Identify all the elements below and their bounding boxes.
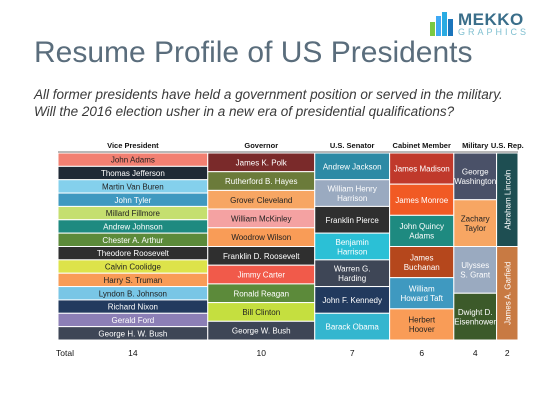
- mekko-segment: [389, 183, 455, 216]
- column-total: 14: [128, 348, 138, 358]
- segment-label: James Madison: [394, 165, 450, 174]
- segment-label: John Quincy Adams: [399, 222, 443, 241]
- segment-label: William Howard Taft: [400, 285, 443, 304]
- segment-label: Grover Cleveland: [230, 196, 292, 205]
- page-subtitle: All former presidents have held a govern…: [34, 86, 544, 120]
- segment-label: Rutherford B. Hayes: [225, 177, 297, 186]
- segment-label: Dwight D. Eisenhower: [454, 308, 496, 327]
- segment-label: James K. Polk: [236, 158, 288, 167]
- mekko-segment: [453, 246, 498, 294]
- segment-label: John Tyler: [115, 196, 152, 205]
- segment-label: Theodore Roosevelt: [97, 249, 170, 258]
- column-header: U.S. Rep.: [491, 141, 524, 150]
- mekko-graphics-logo: MEKKO GRAPHICS: [430, 10, 550, 40]
- segment-label: John F. Kennedy: [322, 296, 382, 305]
- segment-label: Barack Obama: [326, 323, 380, 332]
- segment-label: Ronald Reagan: [233, 289, 289, 298]
- segment-label: Richard Nixon: [108, 303, 158, 312]
- segment-label: James Buchanan: [404, 253, 440, 272]
- mekko-segment: [314, 152, 391, 181]
- segment-label: Woodrow Wilson: [231, 233, 291, 242]
- column-total: 10: [257, 348, 267, 358]
- mekko-segment: [314, 205, 391, 234]
- column-total: 6: [419, 348, 424, 358]
- segment-label: Bill Clinton: [242, 308, 280, 317]
- segment-label: Millard Fillmore: [106, 209, 161, 218]
- mekko-segment: [389, 214, 455, 247]
- segment-label: William McKinley: [231, 214, 291, 223]
- mekko-segment: [389, 277, 455, 310]
- segment-label: Andrew Johnson: [103, 222, 163, 231]
- column-header: U.S. Senator: [330, 141, 375, 150]
- mekko-segment: [389, 246, 455, 279]
- column-header: Governor: [244, 141, 278, 150]
- segment-label: James A. Garfield: [503, 262, 512, 325]
- mekko-segment: [389, 308, 455, 341]
- segment-label: Benjamin Harrison: [336, 238, 369, 257]
- segment-label: Ulysses S. Grant: [460, 261, 491, 280]
- segment-label: Zachary Taylor: [461, 214, 490, 233]
- mekko-segment: [496, 246, 519, 341]
- subtitle-line-1: All former presidents have held a govern…: [34, 87, 503, 102]
- segment-label: George H. W. Bush: [98, 329, 167, 338]
- segment-label: Calvin Coolidge: [105, 263, 162, 272]
- column-header: Cabinet Member: [393, 141, 451, 150]
- segment-label: Lyndon B. Johnson: [99, 289, 167, 298]
- segment-label: Franklin D. Roosevelt: [223, 252, 300, 261]
- logo-word: MEKKO: [458, 10, 524, 29]
- column-header: Vice President: [107, 141, 159, 150]
- mekko-segment: [314, 179, 391, 207]
- column-header: Military: [462, 141, 489, 150]
- column-total: 4: [473, 348, 478, 358]
- column-total: 2: [505, 348, 510, 358]
- mekko-segment: [453, 292, 498, 341]
- segment-label: Martin Van Buren: [102, 182, 164, 191]
- total-label: Total: [56, 348, 74, 358]
- segment-label: John Adams: [111, 156, 155, 165]
- segment-label: Andrew Jackson: [323, 162, 382, 171]
- mekko-segment: [453, 199, 498, 247]
- segment-label: Gerald Ford: [112, 316, 155, 325]
- segment-label: George Washington: [454, 168, 496, 187]
- bar-chart-icon: [430, 12, 454, 36]
- mekko-segment: [314, 232, 391, 261]
- logo-sub: GRAPHICS: [458, 27, 530, 37]
- segment-label: Thomas Jefferson: [101, 169, 165, 178]
- segment-label: Franklin Pierce: [326, 216, 380, 225]
- segment-label: Herbert Hoover: [408, 316, 435, 335]
- segment-label: Jimmy Carter: [237, 271, 285, 280]
- segment-label: James Monroe: [395, 196, 448, 205]
- segment-label: Chester A. Arthur: [102, 236, 163, 245]
- mekko-segment: [453, 152, 498, 201]
- segment-label: Abraham Lincoln: [503, 170, 512, 230]
- mekko-segment: [389, 152, 455, 185]
- segment-label: William Henry Harrison: [328, 184, 377, 203]
- segment-label: Harry S. Truman: [104, 276, 163, 285]
- segment-label: George W. Bush: [232, 327, 291, 336]
- column-total: 7: [350, 348, 355, 358]
- segment-label: Warren G. Harding: [334, 264, 371, 283]
- page-title: Resume Profile of US Presidents: [34, 36, 473, 69]
- subtitle-line-2: Will the 2016 election usher in a new er…: [34, 104, 455, 119]
